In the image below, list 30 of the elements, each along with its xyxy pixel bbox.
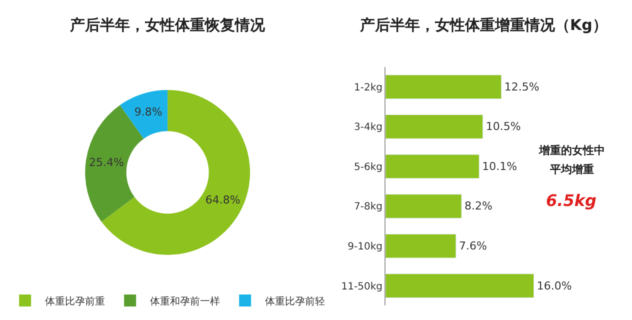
y-tick-label: 3-4kg <box>354 122 383 134</box>
legend-label: 体重比孕前重 <box>45 295 106 308</box>
y-tick-label: 9-10kg <box>348 242 383 253</box>
bar <box>386 234 456 258</box>
data-label: 10.5% <box>486 120 521 134</box>
data-label: 9.8% <box>134 106 162 119</box>
y-tick-label: 5-6kg <box>354 162 383 173</box>
data-label: 12.5% <box>504 80 540 94</box>
y-tick-label: 1-2kg <box>354 82 383 94</box>
legend-label: 体重比孕前轻 <box>265 295 326 308</box>
text: 平均增重 <box>549 163 594 176</box>
bar <box>386 274 534 298</box>
chart-title: 产后半年，女性体重增重情况（Kg） <box>359 16 608 34</box>
data-label: 64.8% <box>205 194 240 207</box>
chart-title: 产后半年，女性体重恢复情况 <box>69 16 266 34</box>
data-label: 10.1% <box>482 160 518 173</box>
bar <box>386 154 480 179</box>
data-label: 8.2% <box>464 200 492 213</box>
data-label: 7.6% <box>458 240 487 253</box>
donut-slice <box>120 90 168 139</box>
data-label: 25.4% <box>89 156 124 170</box>
data-label: 16.0% <box>536 279 572 292</box>
y-tick-label: 7-8kg <box>354 202 383 213</box>
bar <box>386 114 484 139</box>
y-tick-label: 11-50kg <box>341 281 383 292</box>
bar <box>386 194 462 218</box>
bar <box>386 74 502 100</box>
text: 增重的女性中 <box>538 144 605 157</box>
legend-label: 体重和孕前一样 <box>150 295 220 308</box>
text: 6.5kg <box>546 191 596 210</box>
